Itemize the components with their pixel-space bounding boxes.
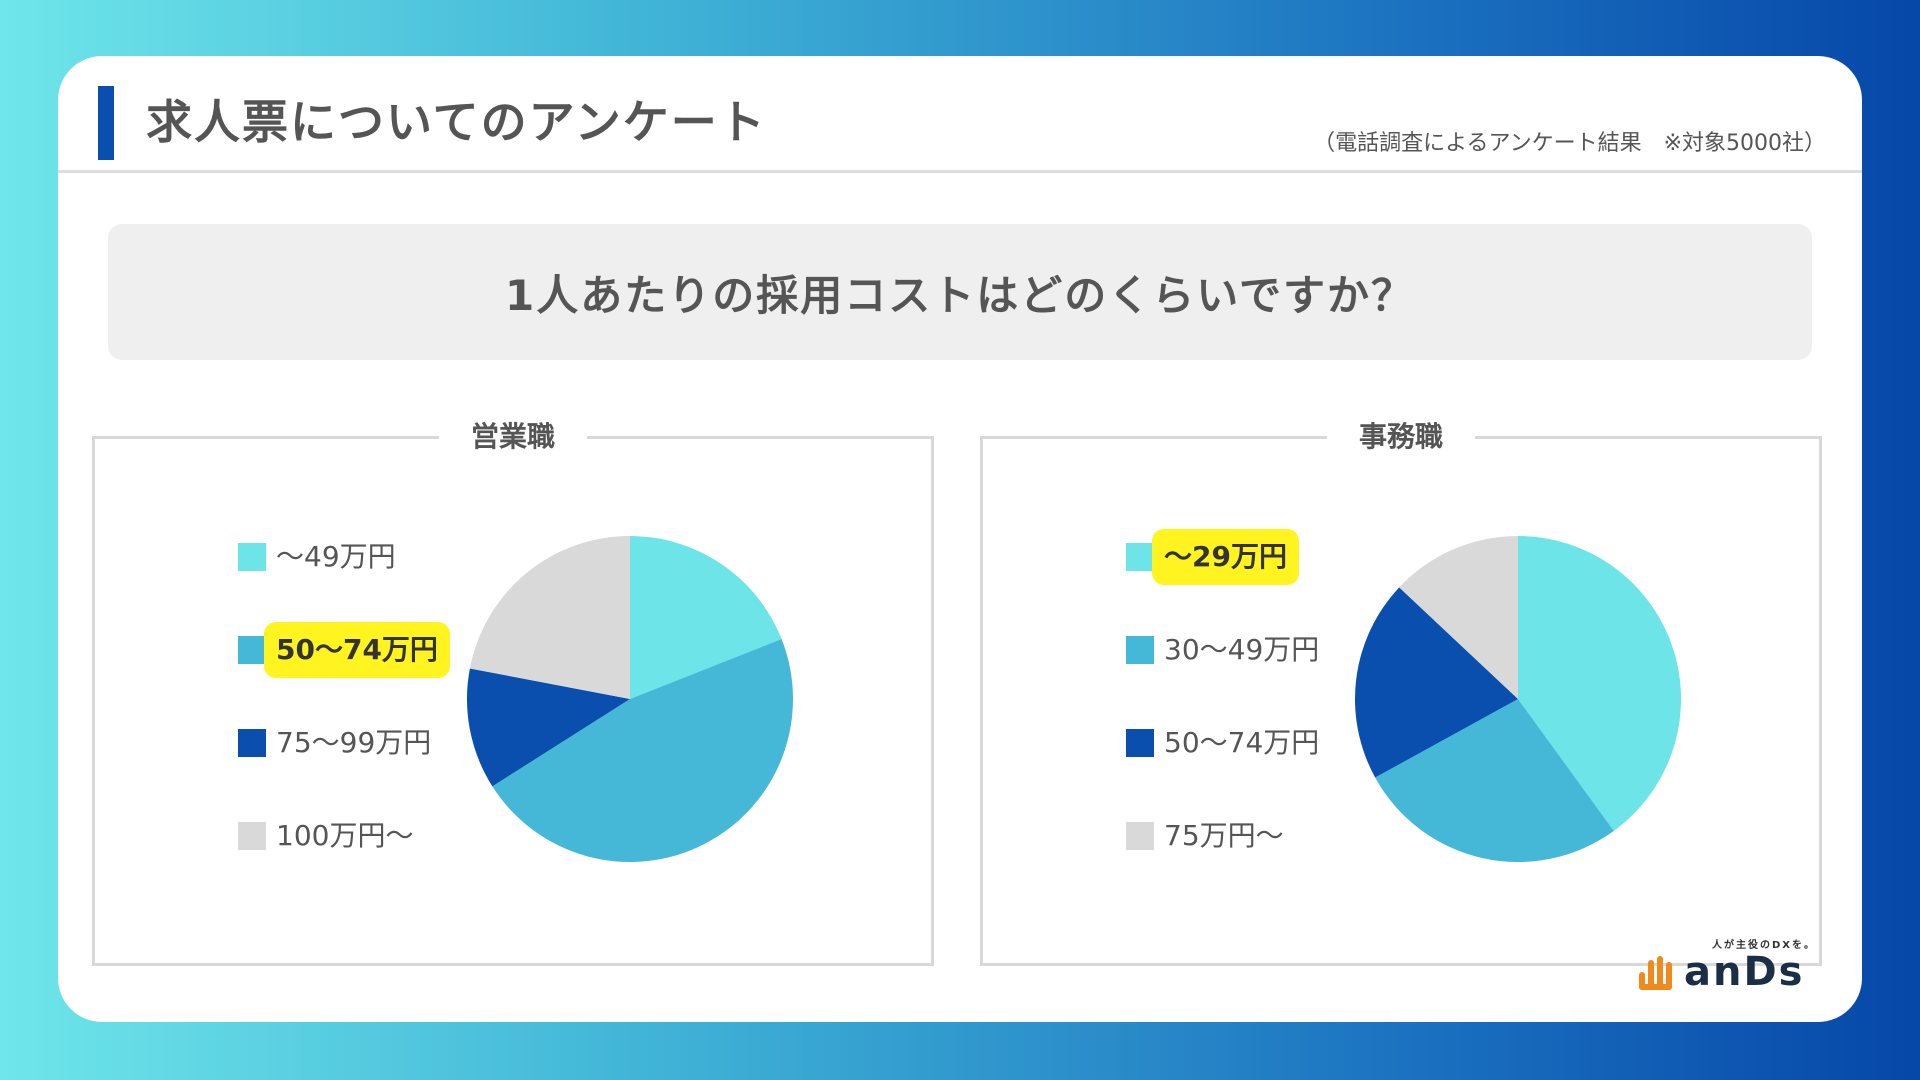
question-text: 1人あたりの採用コストはどのくらいですか？	[505, 270, 1415, 320]
legend-swatch	[1126, 822, 1154, 850]
brand-name: anDs	[1684, 949, 1805, 995]
legend-label: 50〜74万円	[264, 622, 450, 678]
legend-item: 30〜49万円	[1126, 622, 1319, 678]
pie-chart	[1354, 536, 1682, 863]
legend-label: 〜49万円	[276, 540, 396, 573]
legend-label: 75〜99万円	[276, 726, 432, 759]
brand-tagline: 人が主役のDXを。	[1711, 940, 1816, 951]
legend-label: 50〜74万円	[1164, 726, 1320, 759]
legend-label: 75万円〜	[1164, 819, 1284, 852]
pie-chart	[467, 536, 793, 862]
brand-logo: 人が主役のDXを。 anDs	[1636, 936, 1816, 996]
legend-label: 〜29万円	[1152, 529, 1299, 585]
question-box: 1人あたりの採用コストはどのくらいですか？	[108, 224, 1812, 360]
legend-swatch	[238, 729, 266, 757]
survey-note: （電話調査によるアンケート結果 ※対象5000社）	[1313, 131, 1826, 156]
chart-title: 事務職	[1326, 411, 1476, 463]
pie-slice	[1354, 587, 1518, 778]
legend-swatch	[1126, 636, 1154, 664]
header-divider	[58, 170, 1862, 173]
legend-swatch	[1126, 729, 1154, 757]
title-accent-bar	[98, 86, 114, 160]
chart-title: 営業職	[438, 411, 588, 463]
legend-item: 75〜99万円	[238, 715, 431, 771]
pie-slice	[467, 668, 630, 787]
legend-item: 100万円〜	[238, 808, 413, 864]
pie-slice	[1399, 536, 1518, 699]
pie-slice	[1518, 536, 1682, 831]
hand-icon	[1639, 956, 1672, 990]
legend-swatch	[238, 636, 266, 664]
survey-card: 求人票についてのアンケート （電話調査によるアンケート結果 ※対象5000社） …	[58, 56, 1862, 1022]
chart-panel-sales: 営業職 〜49万円 50〜74万円 75〜99万円 100万円〜	[92, 411, 934, 966]
pie-slice	[630, 536, 782, 699]
pie-slice	[492, 639, 793, 862]
chart-panel-office: 事務職 〜29万円 30〜49万円 50〜74万円 75万円〜	[980, 411, 1822, 966]
legend-label: 100万円〜	[276, 819, 414, 852]
legend-label: 30〜49万円	[1164, 633, 1320, 666]
pie-slice	[1375, 699, 1614, 863]
legend-item: 50〜74万円	[238, 622, 450, 678]
legend-item: 〜29万円	[1126, 529, 1299, 585]
legend-swatch	[1126, 543, 1154, 571]
legend-swatch	[238, 543, 266, 571]
legend-item: 50〜74万円	[1126, 715, 1319, 771]
legend-item: 75万円〜	[1126, 808, 1284, 864]
legend-swatch	[238, 822, 266, 850]
pie-slice	[469, 536, 630, 699]
page-title: 求人票についてのアンケート	[146, 95, 767, 149]
legend-item: 〜49万円	[238, 529, 396, 585]
